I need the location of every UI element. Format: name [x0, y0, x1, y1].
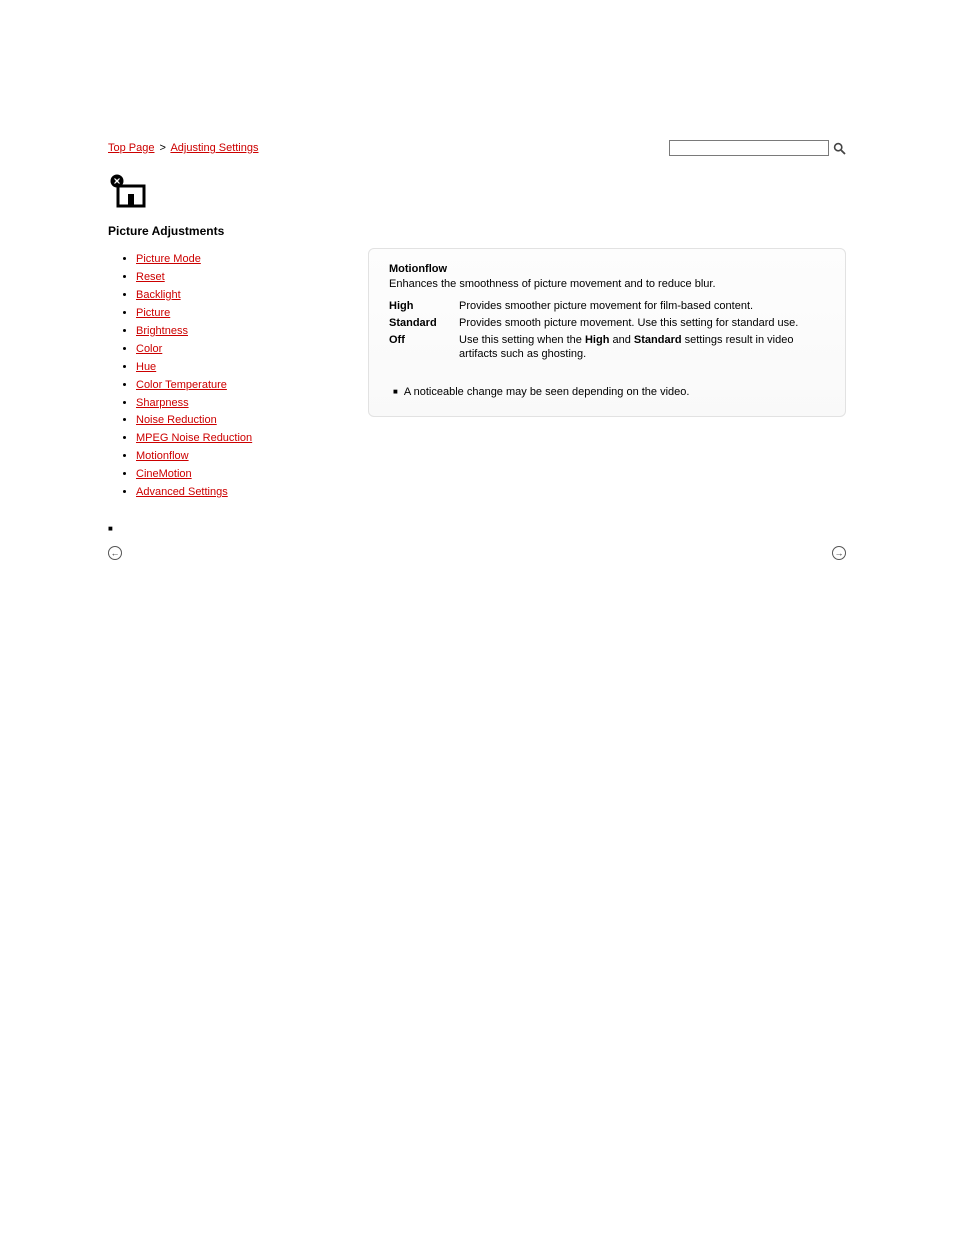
arrow-left-icon[interactable]: ← — [108, 546, 122, 560]
section-title: Picture Adjustments — [108, 224, 846, 238]
sidebar-link-cinemotion[interactable]: CineMotion — [136, 468, 192, 480]
sidebar-item: Sharpness — [136, 396, 328, 412]
sidebar-link-picture[interactable]: Picture — [136, 307, 170, 319]
content: Motionflow Enhances the smoothness of pi… — [368, 248, 846, 417]
option-row: Off Use this setting when the High and S… — [389, 332, 825, 364]
search-wrap — [669, 140, 846, 156]
sidebar-item: Color — [136, 342, 328, 358]
sidebar-link-color[interactable]: Color — [136, 343, 162, 355]
sidebar-item: Advanced Settings — [136, 485, 328, 501]
square-bullet-icon: ■ — [108, 523, 113, 536]
card-title: Motionflow — [389, 263, 825, 275]
option-row: High Provides smoother picture movement … — [389, 298, 825, 315]
sidebar-item: MPEG Noise Reduction — [136, 431, 328, 447]
page-root: Top Page > Adjusting Settings Picture Ad… — [0, 0, 954, 600]
breadcrumb-link-top[interactable]: Top Page — [108, 142, 154, 154]
sidebar-item: Noise Reduction — [136, 413, 328, 429]
page-nav-row: ← → — [108, 546, 846, 560]
option-label-high: High — [389, 298, 459, 315]
sidebar-item: Hue — [136, 360, 328, 376]
columns: Picture Mode Reset Backlight Picture Bri… — [108, 248, 846, 536]
sidebar-link-brightness[interactable]: Brightness — [136, 325, 188, 337]
footnote-item: ■ — [108, 523, 328, 536]
sidebar-link-advanced-settings[interactable]: Advanced Settings — [136, 486, 228, 498]
sidebar-item: Color Temperature — [136, 378, 328, 394]
note-item: ■ A noticeable change may be seen depend… — [393, 385, 825, 400]
sidebar-item: Reset — [136, 270, 328, 286]
sidebar-item: Backlight — [136, 288, 328, 304]
sidebar-link-reset[interactable]: Reset — [136, 271, 165, 283]
square-bullet-icon: ■ — [393, 385, 398, 400]
sidebar-item: Picture Mode — [136, 252, 328, 268]
breadcrumb-separator: > — [160, 142, 166, 154]
sidebar-link-sharpness[interactable]: Sharpness — [136, 397, 189, 409]
breadcrumb-link-section[interactable]: Adjusting Settings — [170, 142, 258, 154]
sidebar-link-picture-mode[interactable]: Picture Mode — [136, 253, 201, 265]
sidebar-link-hue[interactable]: Hue — [136, 361, 156, 373]
option-label-standard: Standard — [389, 315, 459, 332]
settings-toolbox-icon — [108, 174, 846, 208]
top-row: Top Page > Adjusting Settings — [108, 140, 846, 156]
sidebar-item: Motionflow — [136, 449, 328, 465]
sidebar-link-backlight[interactable]: Backlight — [136, 289, 181, 301]
footnote-block: ■ — [108, 523, 328, 536]
option-text-off: Use this setting when the High and Stand… — [459, 332, 825, 364]
next-link-wrap: → — [828, 546, 846, 560]
breadcrumb: Top Page > Adjusting Settings — [108, 142, 259, 154]
card-description: Enhances the smoothness of picture movem… — [389, 277, 825, 292]
option-text-high: Provides smoother picture movement for f… — [459, 298, 825, 315]
sidebar-list: Picture Mode Reset Backlight Picture Bri… — [108, 252, 328, 501]
detail-card: Motionflow Enhances the smoothness of pi… — [368, 248, 846, 417]
option-text-standard: Provides smooth picture movement. Use th… — [459, 315, 825, 332]
option-row: Standard Provides smooth picture movemen… — [389, 315, 825, 332]
sidebar-link-motionflow[interactable]: Motionflow — [136, 450, 189, 462]
sidebar-link-mpeg-noise-reduction[interactable]: MPEG Noise Reduction — [136, 432, 252, 444]
options-table: High Provides smoother picture movement … — [389, 298, 825, 363]
option-label-off: Off — [389, 332, 459, 364]
note-list: ■ A noticeable change may be seen depend… — [389, 385, 825, 400]
sidebar-item: Brightness — [136, 324, 328, 340]
search-icon[interactable] — [833, 142, 846, 155]
sidebar-item: CineMotion — [136, 467, 328, 483]
sidebar-item: Picture — [136, 306, 328, 322]
sidebar: Picture Mode Reset Backlight Picture Bri… — [108, 248, 328, 536]
arrow-right-icon[interactable]: → — [832, 546, 846, 560]
sidebar-link-noise-reduction[interactable]: Noise Reduction — [136, 414, 217, 426]
search-input[interactable] — [669, 140, 829, 156]
prev-link-wrap: ← — [108, 546, 126, 560]
sidebar-link-color-temperature[interactable]: Color Temperature — [136, 379, 227, 391]
note-text: A noticeable change may be seen dependin… — [404, 385, 690, 400]
